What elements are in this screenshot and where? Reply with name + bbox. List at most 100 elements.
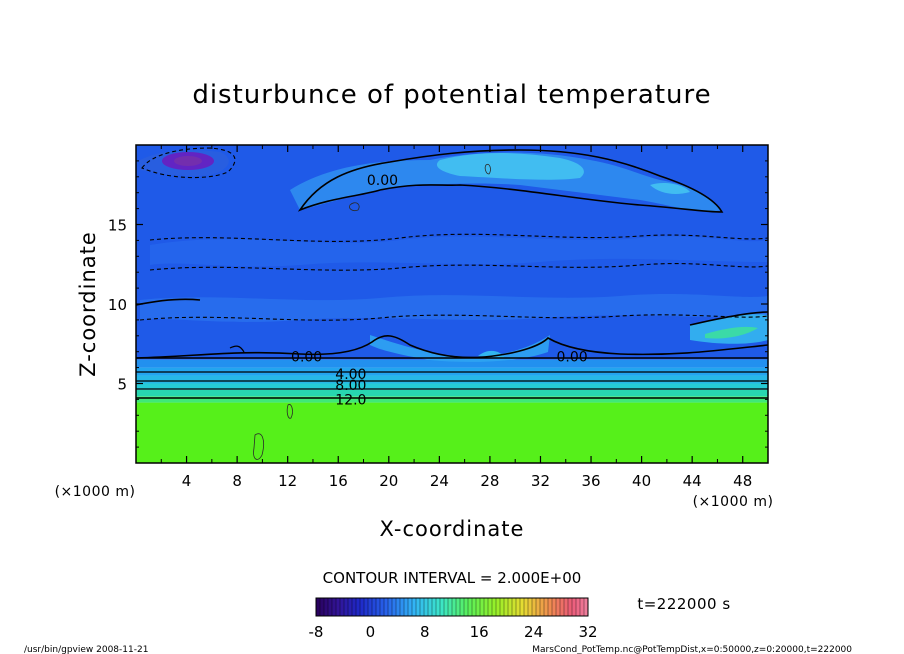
colorbar-cell [544, 598, 549, 616]
colorbar-cell [500, 598, 505, 616]
y-tick-label: 10 [108, 296, 127, 314]
time-text: t=222000 s [637, 595, 730, 613]
footer-left: /usr/bin/gpview 2008-11-21 [24, 645, 148, 654]
colorbar-cell [344, 598, 349, 616]
colorbar-cell [324, 598, 329, 616]
contour-interval-text: CONTOUR INTERVAL = 2.000E+00 [323, 569, 582, 587]
colorbar-cell [564, 598, 569, 616]
colorbar-cell [348, 598, 353, 616]
minor-contours [253, 163, 491, 460]
layer-band-4 [136, 375, 768, 384]
colorbar-cell [404, 598, 409, 616]
colorbar-cell [448, 598, 453, 616]
colorbar-cell [532, 598, 537, 616]
colorbar-cell [472, 598, 477, 616]
colorbar-cell [392, 598, 397, 616]
colorbar-cell [488, 598, 493, 616]
colorbar-cell [528, 598, 533, 616]
colorbar-cell [340, 598, 345, 616]
layer-band-1 [136, 396, 768, 403]
y-tick-label: 5 [117, 376, 127, 394]
contour-label: 0.00 [367, 173, 398, 189]
colorbar-cell [444, 598, 449, 616]
colorbar-cell [336, 598, 341, 616]
colorbar-cell [432, 598, 437, 616]
layer-band-0 [136, 402, 768, 463]
colorbar-cell [496, 598, 501, 616]
contour-lines [136, 149, 768, 399]
colorbar-cell [396, 598, 401, 616]
contour-label: 12.0 [335, 392, 366, 408]
colorbar-cell [316, 598, 321, 616]
colorbar-tick-label: 24 [524, 623, 543, 641]
colorbar-tick-label: 0 [366, 623, 376, 641]
colorbar-tick-label: 8 [420, 623, 430, 641]
colorbar-cell [456, 598, 461, 616]
colorbar-cell [420, 598, 425, 616]
colorbar-cell [332, 598, 337, 616]
chart-title: disturbunce of potential temperature [192, 80, 711, 110]
colorbar-tick-label: 32 [578, 623, 597, 641]
y-axis-label: Z-coordinate [76, 231, 100, 377]
colorbar-cell [568, 598, 573, 616]
colorbar-cell [464, 598, 469, 616]
x-tick-label: 12 [278, 472, 297, 490]
colorbar-cell [376, 598, 381, 616]
colorbar-cell [572, 598, 577, 616]
x-axis-ticks: 4 8 12 16 20 24 28 32 36 40 44 48 [160, 145, 752, 490]
colorbar-cell [548, 598, 553, 616]
upper-turbulence [140, 150, 768, 362]
colorbar-cell [480, 598, 485, 616]
x-tick-label: 48 [733, 472, 752, 490]
colorbar-cell [536, 598, 541, 616]
contour-label: 0.00 [556, 349, 587, 365]
colorbar-cell [520, 598, 525, 616]
contour-label: 4.00 [335, 367, 366, 383]
colorbar-cell [556, 598, 561, 616]
x-tick-label: 16 [329, 472, 348, 490]
colorbar-cell [552, 598, 557, 616]
layer-band-2 [136, 389, 768, 397]
x-tick-label: 44 [683, 472, 702, 490]
negative-contours [139, 147, 768, 321]
colorbar-cell [364, 598, 369, 616]
colorbar-cell [484, 598, 489, 616]
x-tick-label: 20 [379, 472, 398, 490]
colorbar-cell [516, 598, 521, 616]
colorbar-cell [356, 598, 361, 616]
colorbar-cell [508, 598, 513, 616]
colorbar-cell [352, 598, 357, 616]
colorbar-cell [436, 598, 441, 616]
colorbar-cell [400, 598, 405, 616]
x-tick-label: 40 [632, 472, 651, 490]
layer-band-3 [136, 383, 768, 390]
x-tick-label: 36 [581, 472, 600, 490]
colorbar-tick-label: 16 [470, 623, 489, 641]
x-tick-label: 24 [430, 472, 449, 490]
colorbar-cell [408, 598, 413, 616]
colorbar-cell [468, 598, 473, 616]
colorbar-cell [576, 598, 581, 616]
colorbar-cell [428, 598, 433, 616]
contour-label: 0.00 [291, 349, 322, 365]
x-tick-label: 8 [232, 472, 242, 490]
colorbar-cell [380, 598, 385, 616]
colorbar-cell [460, 598, 465, 616]
x-tick-label: 28 [480, 472, 499, 490]
x-axis-label: X-coordinate [380, 517, 525, 541]
colorbar-cell [388, 598, 393, 616]
colorbar-cell [412, 598, 417, 616]
x-tick-label: 4 [182, 472, 192, 490]
x-axis-unit: (×1000 m) [693, 494, 774, 510]
y-axis-ticks: 5 10 15 [108, 160, 768, 448]
colorbar-cell [512, 598, 517, 616]
colorbar-cell [368, 598, 373, 616]
colorbar-cell [524, 598, 529, 616]
colorbar [315, 598, 589, 616]
colorbar-cell [492, 598, 497, 616]
colorbar-cell [476, 598, 481, 616]
plot-area [136, 145, 768, 463]
colorbar-cell [360, 598, 365, 616]
